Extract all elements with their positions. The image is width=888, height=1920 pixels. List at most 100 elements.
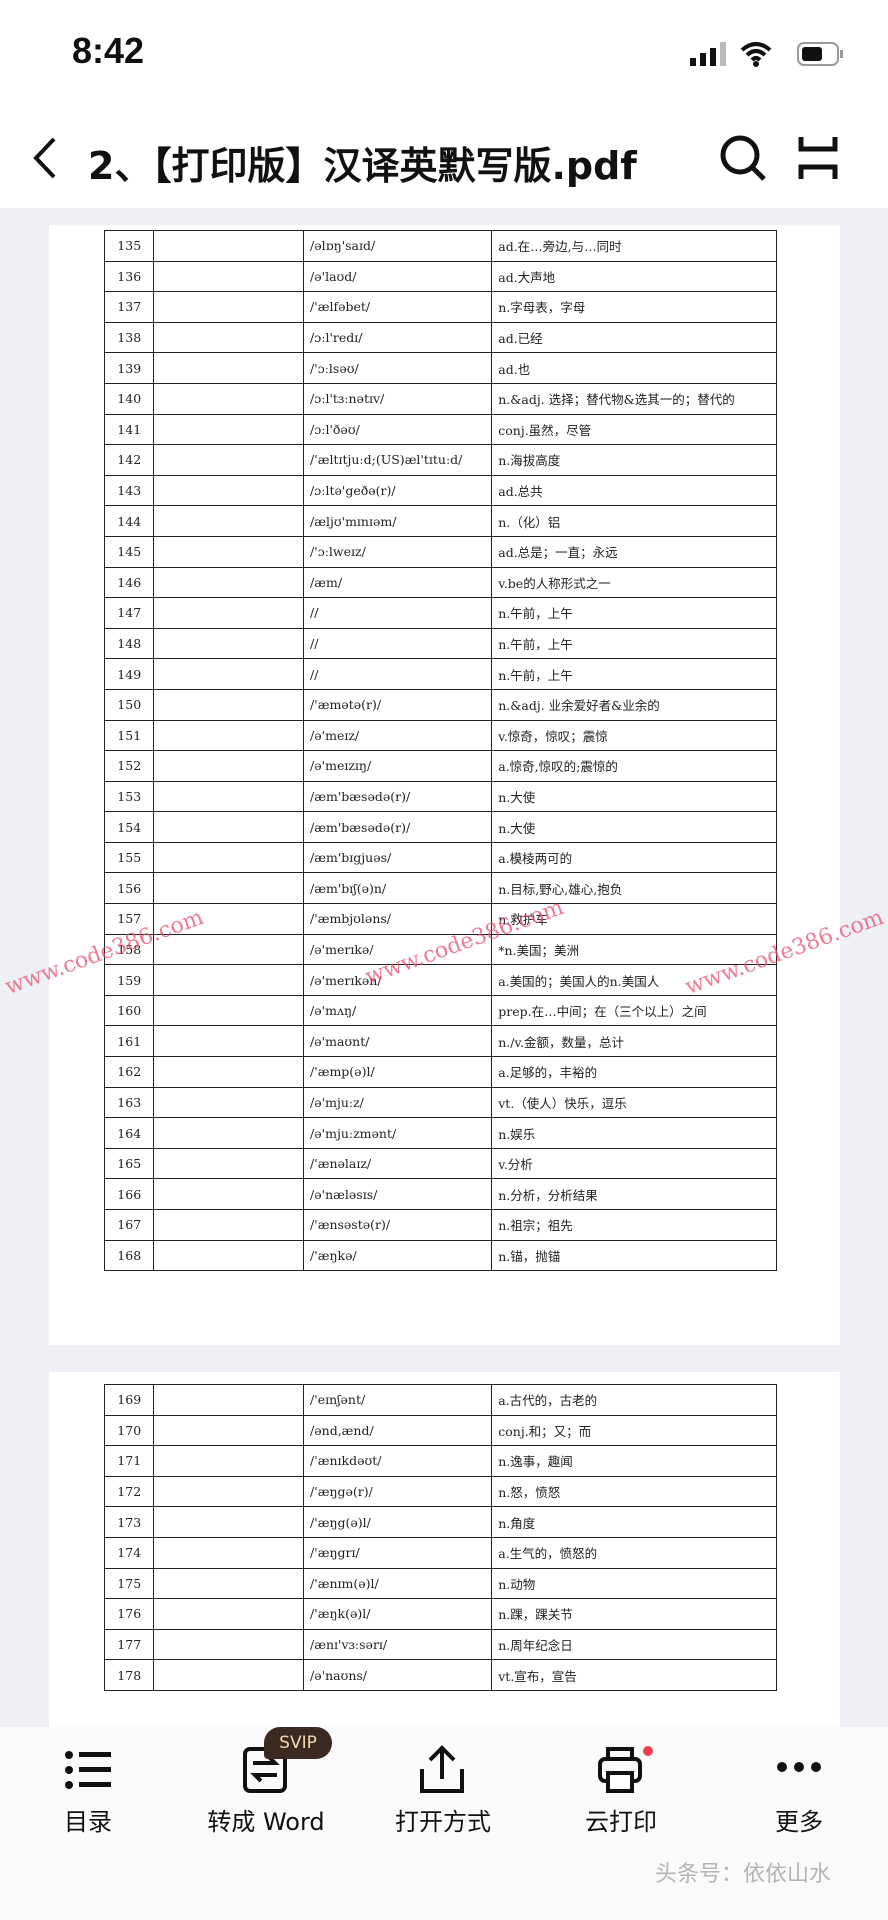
row-number: 177 <box>103 1628 155 1661</box>
meaning: n.娱乐 <box>491 1117 777 1149</box>
icon <box>420 1745 464 1793</box>
phonetic: /ə'mjuːz/ <box>303 1086 493 1119</box>
blank-cell <box>153 382 305 415</box>
phonetic: /'æŋkə/ <box>303 1239 493 1272</box>
blank-cell <box>153 1659 305 1691</box>
status-icons <box>690 42 843 67</box>
blank-cell <box>153 1384 305 1416</box>
time: 8:42 <box>72 30 145 71</box>
phonetic: /ə'naʊns/ <box>303 1659 493 1691</box>
blank-cell <box>153 1414 305 1447</box>
meaning: n.踝，踝关节 <box>491 1598 777 1630</box>
row-number: 154 <box>103 811 155 843</box>
row-number: 147 <box>103 597 155 629</box>
table-row: 164/ə'mjuːzmənt/n.娱乐 <box>103 1117 777 1149</box>
row-number: 166 <box>103 1178 155 1210</box>
phonetic: /'æmətə(r)/ <box>303 688 493 721</box>
label: 目录 <box>64 1808 112 1836</box>
label: 打开方式 <box>395 1808 491 1836</box>
meaning: v.be的人称形式之一 <box>491 566 777 599</box>
phonetic: /'æŋgrɪ/ <box>303 1536 493 1569</box>
blank-cell <box>153 474 305 507</box>
blank-cell <box>153 535 305 568</box>
blank-cell <box>153 230 305 262</box>
meaning: n.周年纪念日 <box>491 1628 777 1661</box>
blank-cell <box>153 1117 305 1149</box>
table-row: 162 /'æmp(ə)l/a.足够的，丰裕的 <box>103 1056 777 1088</box>
phonetic: /'æmp(ə)l/ <box>303 1056 493 1088</box>
meaning: conj.和；又；而 <box>491 1414 777 1447</box>
phonetic: /ɔːl'tɜːnətɪv/ <box>303 382 493 415</box>
back-button[interactable] <box>30 135 60 181</box>
meaning: v.分析 <box>491 1147 777 1180</box>
table-row: 160/ə'mʌŋ/prep.在…中间；在（三个以上）之间 <box>103 994 777 1027</box>
phonetic: /æm'bɪgjuəs/ <box>303 841 493 874</box>
row-number: 162 <box>103 1056 155 1088</box>
row-number: 173 <box>103 1506 155 1538</box>
table-row: 137 /'ælfəbet/n.字母表，字母 <box>103 291 777 323</box>
search-button[interactable] <box>718 133 768 183</box>
meaning: n./v.金额，数量，总计 <box>491 1025 777 1058</box>
blank-cell <box>153 1056 305 1088</box>
meaning: ad.也 <box>491 352 777 384</box>
table-row: 151/ə'meɪz/v.惊奇，惊叹；震惊 <box>103 719 777 752</box>
blank-cell <box>153 1147 305 1180</box>
table-row: 144/æljʊ'mɪnɪəm/n.（化）铝 <box>103 505 777 537</box>
icon <box>598 1746 653 1793</box>
row-number: 146 <box>103 566 155 599</box>
phonetic: /ə'meɪzɪŋ/ <box>303 750 493 782</box>
blank-cell <box>153 1239 305 1272</box>
blank-cell <box>153 1506 305 1538</box>
row-number: 178 <box>103 1659 155 1691</box>
blank-cell <box>153 872 305 905</box>
blank-cell <box>153 1178 305 1210</box>
phonetic: /'ælfəbet/ <box>303 291 493 323</box>
phonetic: /æm'bɪʃ(ə)n/ <box>303 872 493 905</box>
blank-cell <box>153 1475 305 1508</box>
phonetic: /'ænsəstə(r)/ <box>303 1209 493 1241</box>
blank-cell <box>153 658 305 690</box>
row-number: 148 <box>103 627 155 660</box>
meaning: n.&adj. 业余爱好者&业余的 <box>491 688 777 721</box>
row-number: 163 <box>103 1086 155 1119</box>
row-number: 137 <box>103 291 155 323</box>
meaning: a.生气的，愤怒的 <box>491 1536 777 1569</box>
blank-cell <box>153 352 305 384</box>
phonetic: /'æltɪtjuːd;(US)æl'tɪtuːd/ <box>303 444 493 476</box>
row-number: 169 <box>103 1384 155 1416</box>
row-number: 171 <box>103 1445 155 1477</box>
meaning: n.字母表，字母 <box>491 291 777 323</box>
table-row: 147 //n.午前，上午 <box>103 597 777 629</box>
phonetic: /'ɔːlweɪz/ <box>303 535 493 568</box>
meaning: n.午前，上午 <box>491 627 777 660</box>
blank-cell <box>153 719 305 752</box>
phonetic: /ænɪ'vɜːsərɪ/ <box>303 1628 493 1661</box>
meaning: a.美国的；美国人的n.美国人 <box>491 964 777 996</box>
table-row: 146/æm/v.be的人称形式之一 <box>103 566 777 599</box>
blank-cell <box>153 688 305 721</box>
label: 云打印 <box>585 1808 657 1836</box>
phonetic: /æm/ <box>303 566 493 599</box>
table-row: 167 /'ænsəstə(r)/n.祖宗；祖先 <box>103 1209 777 1241</box>
table-row: 154/æm'bæsədə(r)/n.大使 <box>103 811 777 843</box>
meaning: n.&adj. 选择；替代物&选其一的；替代的 <box>491 382 777 415</box>
table-row: 178/ə'naʊns/vt.宣布，宣告 <box>103 1659 777 1691</box>
meaning: n.分析，分析结果 <box>491 1178 777 1210</box>
meaning: n.祖宗；祖先 <box>491 1209 777 1241</box>
row-number: 152 <box>103 750 155 782</box>
meaning: n.大使 <box>491 811 777 843</box>
watermark: 头条号：依依山水 <box>655 1862 832 1887</box>
meaning: ad.大声地 <box>491 260 777 293</box>
svip-badge: SVIP <box>264 1727 332 1759</box>
blank-cell <box>153 811 305 843</box>
phonetic: /'ænɪm(ə)l/ <box>303 1567 493 1600</box>
meaning: conj.虽然，尽管 <box>491 413 777 446</box>
phonetic: /ɔːl'redɪ/ <box>303 321 493 354</box>
blank-cell <box>153 321 305 354</box>
expand-button[interactable] <box>795 135 845 181</box>
table-row: 136/ə'laʊd/ad.大声地 <box>103 260 777 293</box>
row-number: 175 <box>103 1567 155 1600</box>
phonetic: /ɔːltə'geðə(r)/ <box>303 474 493 507</box>
row-number: 159 <box>103 964 155 996</box>
